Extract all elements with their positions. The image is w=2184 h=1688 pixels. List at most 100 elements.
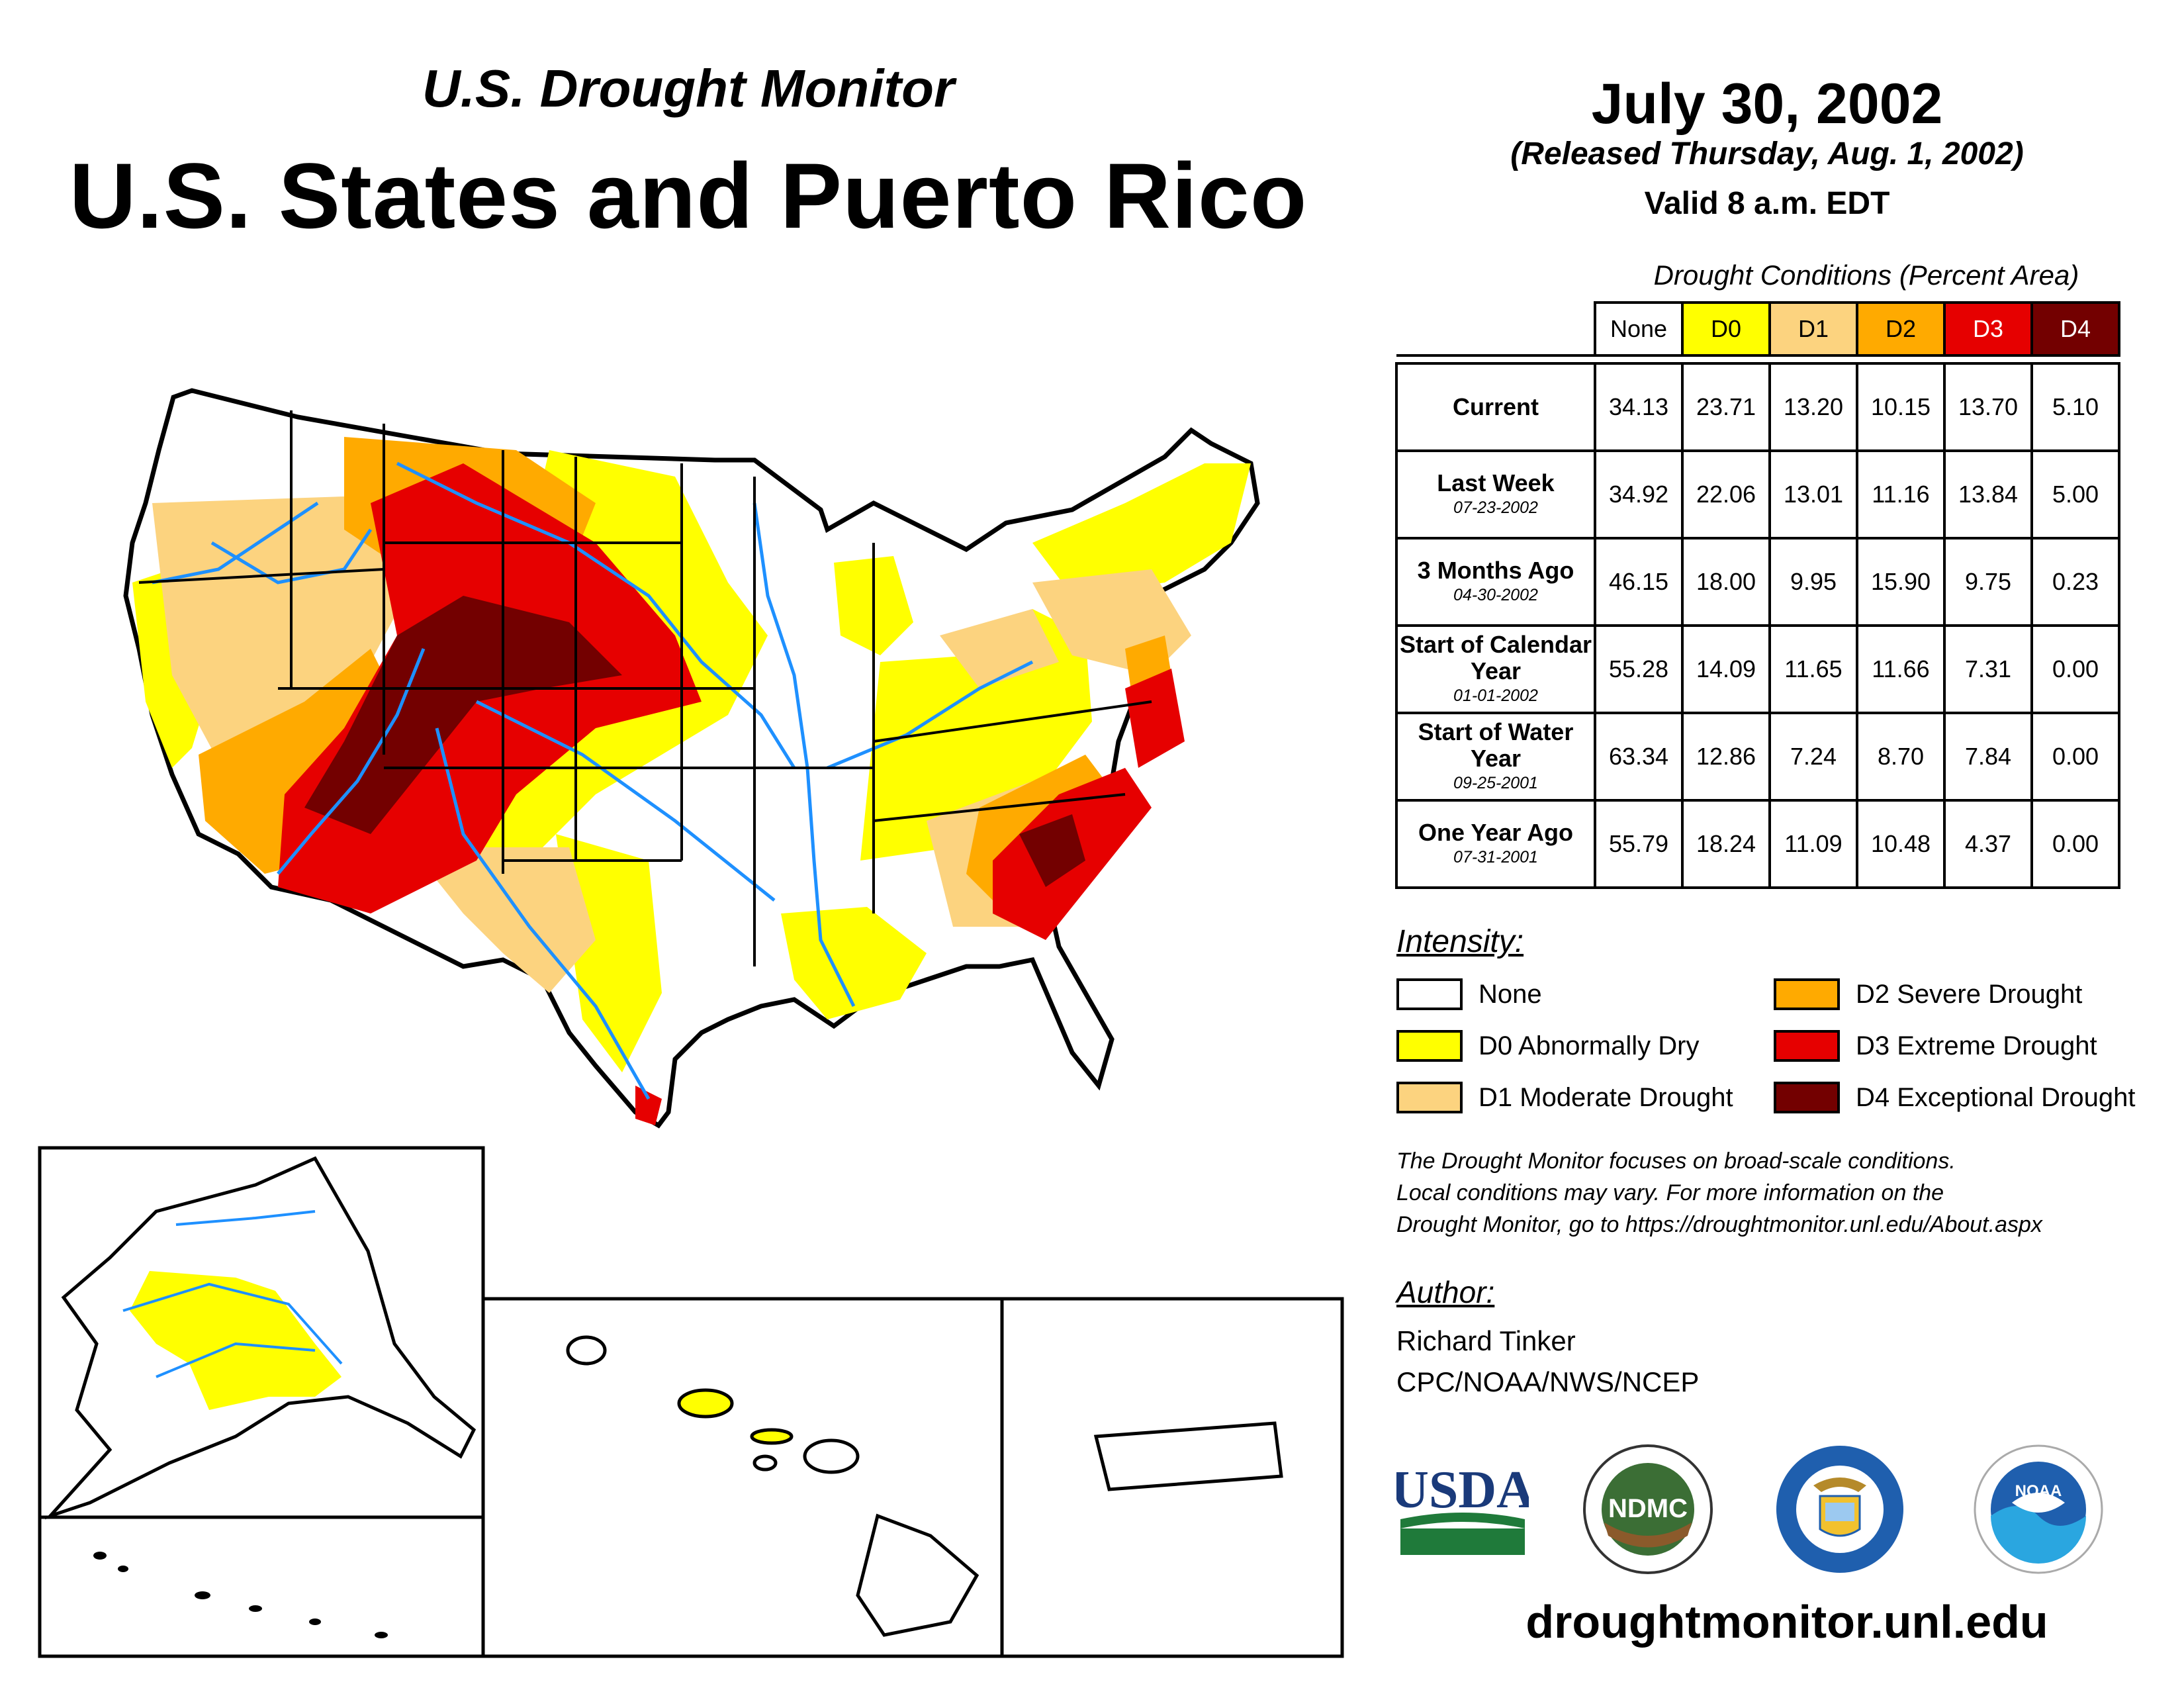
table-cell: 9.75 <box>1943 537 2033 627</box>
table-cell: 0.00 <box>2030 712 2120 802</box>
legend-title: Intensity: <box>1396 924 1524 959</box>
aleutian-inset-frame <box>38 1515 485 1658</box>
table-header-row: None D0 D1 D2 D3 D4 <box>1396 301 2120 357</box>
legend-swatch <box>1774 978 1840 1010</box>
svg-text:USDA: USDA <box>1396 1461 1529 1519</box>
table-row-one-year-ago: One Year Ago 07-31-2001 55.79 18.24 11.09… <box>1395 799 2120 889</box>
d3-texas-tip-region <box>635 1086 662 1125</box>
legend-swatch <box>1396 1030 1463 1062</box>
d4-rockies-region <box>304 596 622 834</box>
table-cell: 5.10 <box>2030 362 2120 452</box>
table-cell: 22.06 <box>1681 449 1771 539</box>
release-date: (Released Thursday, Aug. 1, 2002) <box>1510 136 2024 171</box>
row-label: One Year Ago 07-31-2001 <box>1395 799 1596 889</box>
author-info: Richard Tinker CPC/NOAA/NWS/NCEP <box>1396 1321 1699 1403</box>
table-cell: 10.48 <box>1856 799 1946 889</box>
legend-label: D4 Exceptional Drought <box>1856 1082 2136 1112</box>
table-cell: 18.24 <box>1681 799 1771 889</box>
valid-time: Valid 8 a.m. EDT <box>1644 186 1890 221</box>
rio-grande-river <box>435 727 651 1100</box>
table-cell: 12.86 <box>1681 712 1771 802</box>
ohio-river <box>827 660 1034 770</box>
table-cell: 11.66 <box>1856 624 1946 714</box>
legend-label: D3 Extreme Drought <box>1856 1031 2097 1060</box>
table-cell: 55.79 <box>1594 799 1684 889</box>
legend-label: None <box>1479 979 1542 1009</box>
info-note: The Drought Monitor focuses on broad-sca… <box>1396 1149 2042 1237</box>
svg-text:NOAA: NOAA <box>2015 1482 2062 1500</box>
commerce-seal-logo <box>1776 1446 1903 1573</box>
row-label: Last Week 07-23-2002 <box>1395 449 1596 539</box>
table-row-start-water-year: Start of Water Year 09-25-2001 63.34 12.8… <box>1395 712 2120 802</box>
table-caption: Drought Conditions (Percent Area) <box>1653 259 2079 291</box>
table-cell: 13.70 <box>1943 362 2033 452</box>
alaska-d0-region <box>130 1271 341 1410</box>
map-title: U.S. States and Puerto Rico <box>69 144 1308 248</box>
table-cell: 7.31 <box>1943 624 2033 714</box>
columbia-river <box>152 501 319 585</box>
table-cell: 4.37 <box>1943 799 2033 889</box>
legend-item-d3: D3 Extreme Drought <box>1774 1030 2097 1062</box>
table-cell: 15.90 <box>1856 537 1946 627</box>
alaska-rivers <box>122 1210 343 1378</box>
legend-label: D0 Abnormally Dry <box>1479 1031 1700 1060</box>
legend-swatch <box>1774 1082 1840 1113</box>
table-cell: 55.28 <box>1594 624 1684 714</box>
state-boundaries <box>138 410 1152 966</box>
legend-item-d4: D4 Exceptional Drought <box>1774 1082 2135 1113</box>
website-url[interactable]: droughtmonitor.unl.edu <box>1525 1596 2048 1648</box>
aleutian-islands <box>93 1552 388 1638</box>
inset-maps <box>38 1146 1344 1658</box>
table-cell: 34.92 <box>1594 449 1684 539</box>
table-row-current: Current 34.13 23.71 13.20 10.15 13.70 5.… <box>1395 362 2120 452</box>
ndmc-logo: NDMC <box>1583 1444 1713 1574</box>
table-cell: 10.15 <box>1856 362 1946 452</box>
author-org: CPC/NOAA/NWS/NCEP <box>1396 1366 1700 1397</box>
row-label: Current <box>1395 362 1596 452</box>
d3-midatlantic-region <box>1125 669 1185 768</box>
d0-northeast-region <box>1032 463 1251 596</box>
table-cell: 63.34 <box>1594 712 1684 802</box>
legend-swatch <box>1774 1030 1840 1062</box>
table-row-last-week: Last Week 07-23-2002 34.92 22.06 13.01 11… <box>1395 449 2120 539</box>
col-header-d4: D4 <box>2030 301 2120 357</box>
legend-item-d2: D2 Severe Drought <box>1774 978 2082 1010</box>
snake-river <box>210 528 373 585</box>
hawaii-islands <box>566 1335 979 1637</box>
legend-label: D2 Severe Drought <box>1856 979 2083 1009</box>
table-cell: 18.00 <box>1681 537 1771 627</box>
noaa-logo: NOAA <box>1974 1444 2103 1574</box>
arkansas-river <box>475 700 776 902</box>
table-cell: 7.24 <box>1768 712 1858 802</box>
table-cell: 13.84 <box>1943 449 2033 539</box>
rivers <box>152 461 1034 1100</box>
col-header-d0: D0 <box>1681 301 1771 357</box>
row-label: 3 Months Ago 04-30-2002 <box>1395 537 1596 627</box>
table-cell: 11.65 <box>1768 624 1858 714</box>
legend-item-d1: D1 Moderate Drought <box>1396 1082 1733 1113</box>
table-row-3-months-ago: 3 Months Ago 04-30-2002 46.15 18.00 9.95 … <box>1395 537 2120 627</box>
drought-map <box>123 388 1260 1129</box>
map-subtitle: U.S. Drought Monitor <box>422 59 955 118</box>
table-cell: 5.00 <box>2030 449 2120 539</box>
row-label: Start of Water Year 09-25-2001 <box>1395 712 1596 802</box>
table-cell: 11.09 <box>1768 799 1858 889</box>
d0-gulf-region <box>781 907 927 1019</box>
legend-swatch <box>1396 1082 1463 1113</box>
table-cell: 0.00 <box>2030 799 2120 889</box>
d1-ohio-region <box>940 609 1059 688</box>
col-header-d3: D3 <box>1943 301 2033 357</box>
table-cell: 7.84 <box>1943 712 2033 802</box>
table-cell: 11.16 <box>1856 449 1946 539</box>
author-name: Richard Tinker <box>1396 1325 1576 1356</box>
table-cell: 34.13 <box>1594 362 1684 452</box>
map-date: July 30, 2002 <box>1591 72 1943 136</box>
table-cell: 8.70 <box>1856 712 1946 802</box>
table-cell: 13.01 <box>1768 449 1858 539</box>
legend-item-none: None <box>1396 978 1542 1010</box>
table-cell: 23.71 <box>1681 362 1771 452</box>
author-heading: Author: <box>1396 1275 1495 1309</box>
table-cell: 14.09 <box>1681 624 1771 714</box>
legend-label: D1 Moderate Drought <box>1479 1082 1733 1112</box>
col-header-none: None <box>1594 301 1684 357</box>
